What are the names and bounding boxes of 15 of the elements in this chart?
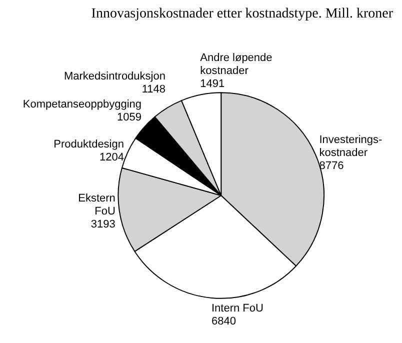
slice-label: Andre løpende kostnader [200,52,272,78]
slice-label: Investerings- kostnader [319,134,383,160]
slice-label: Intern FoU [211,302,264,314]
data-label: 8776 [319,160,344,172]
slice-label: Ekstern FoU [78,192,116,218]
data-label: 1491 [200,78,225,90]
slice-label: Markedsintroduksjon [64,70,166,83]
data-label: 1204 [100,151,124,164]
data-label: 3193 [90,218,116,231]
slice-label: Kompetanseoppbygging [22,98,142,111]
slice-label: Produktdesign [54,138,124,150]
data-label: 1148 [142,84,166,96]
data-label: 6840 [211,315,236,328]
data-label: 1059 [117,112,142,124]
chart-title: Innovasjonskostnader etter kostnadstype. Mill. kroner [91,6,394,22]
